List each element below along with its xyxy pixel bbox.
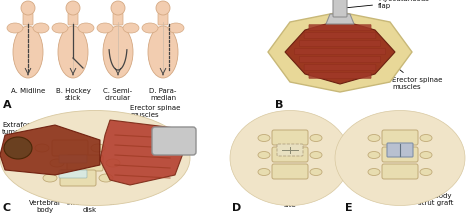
Ellipse shape bbox=[368, 135, 380, 141]
Ellipse shape bbox=[123, 23, 139, 33]
Polygon shape bbox=[268, 12, 412, 92]
Ellipse shape bbox=[142, 23, 158, 33]
Ellipse shape bbox=[310, 168, 322, 175]
Ellipse shape bbox=[4, 137, 32, 159]
Ellipse shape bbox=[230, 110, 350, 205]
Ellipse shape bbox=[111, 1, 125, 15]
Ellipse shape bbox=[97, 23, 113, 33]
Ellipse shape bbox=[106, 159, 120, 167]
Ellipse shape bbox=[258, 135, 270, 141]
Text: Erector spinae
muscles: Erector spinae muscles bbox=[392, 64, 442, 90]
FancyBboxPatch shape bbox=[272, 147, 308, 162]
Ellipse shape bbox=[13, 26, 43, 78]
Text: B. Hockey
stick: B. Hockey stick bbox=[55, 88, 91, 101]
Polygon shape bbox=[0, 125, 100, 175]
Ellipse shape bbox=[43, 174, 57, 182]
Text: Intervertebral
disk: Intervertebral disk bbox=[66, 168, 114, 213]
FancyBboxPatch shape bbox=[60, 170, 96, 186]
Ellipse shape bbox=[420, 135, 432, 141]
Ellipse shape bbox=[156, 1, 170, 15]
FancyBboxPatch shape bbox=[299, 56, 381, 62]
Ellipse shape bbox=[52, 23, 68, 33]
Text: Vertebral
body: Vertebral body bbox=[29, 175, 68, 213]
Ellipse shape bbox=[91, 144, 105, 152]
Polygon shape bbox=[326, 14, 354, 24]
FancyBboxPatch shape bbox=[68, 13, 78, 25]
Ellipse shape bbox=[50, 159, 64, 167]
Text: E: E bbox=[345, 203, 353, 213]
FancyBboxPatch shape bbox=[52, 140, 88, 156]
Ellipse shape bbox=[99, 174, 113, 182]
FancyBboxPatch shape bbox=[382, 147, 418, 162]
Text: Extraforaminal
tumor: Extraforaminal tumor bbox=[2, 122, 54, 144]
Ellipse shape bbox=[310, 135, 322, 141]
FancyBboxPatch shape bbox=[67, 155, 103, 171]
Text: C: C bbox=[3, 203, 11, 213]
Ellipse shape bbox=[7, 23, 23, 33]
Ellipse shape bbox=[168, 23, 184, 33]
FancyBboxPatch shape bbox=[382, 130, 418, 145]
FancyBboxPatch shape bbox=[333, 0, 347, 17]
Ellipse shape bbox=[0, 110, 190, 205]
Text: D. Para-
median: D. Para- median bbox=[149, 88, 177, 101]
FancyBboxPatch shape bbox=[309, 24, 371, 31]
Ellipse shape bbox=[420, 152, 432, 159]
FancyBboxPatch shape bbox=[59, 155, 87, 163]
Ellipse shape bbox=[78, 23, 94, 33]
Ellipse shape bbox=[258, 168, 270, 175]
FancyBboxPatch shape bbox=[277, 144, 303, 156]
FancyBboxPatch shape bbox=[152, 127, 196, 155]
FancyBboxPatch shape bbox=[272, 130, 308, 145]
Text: B: B bbox=[275, 100, 283, 110]
Ellipse shape bbox=[35, 144, 49, 152]
FancyBboxPatch shape bbox=[59, 170, 87, 178]
FancyBboxPatch shape bbox=[158, 13, 168, 25]
FancyBboxPatch shape bbox=[294, 49, 385, 55]
Ellipse shape bbox=[368, 152, 380, 159]
Text: Myocutaneous
flap: Myocutaneous flap bbox=[347, 0, 429, 9]
Text: A: A bbox=[3, 100, 12, 110]
FancyBboxPatch shape bbox=[272, 164, 308, 179]
Ellipse shape bbox=[335, 110, 465, 205]
FancyBboxPatch shape bbox=[304, 64, 376, 70]
Text: D: D bbox=[232, 203, 241, 213]
FancyBboxPatch shape bbox=[387, 143, 413, 157]
Ellipse shape bbox=[420, 168, 432, 175]
Ellipse shape bbox=[258, 152, 270, 159]
FancyBboxPatch shape bbox=[23, 13, 33, 25]
Text: Erector spinae
muscles: Erector spinae muscles bbox=[130, 105, 181, 132]
Ellipse shape bbox=[21, 1, 35, 15]
Polygon shape bbox=[285, 20, 395, 84]
Text: A. Midline: A. Midline bbox=[11, 88, 45, 94]
FancyBboxPatch shape bbox=[304, 33, 376, 39]
FancyBboxPatch shape bbox=[309, 73, 371, 79]
Ellipse shape bbox=[58, 26, 88, 78]
Ellipse shape bbox=[33, 23, 49, 33]
FancyBboxPatch shape bbox=[299, 40, 381, 46]
Ellipse shape bbox=[368, 168, 380, 175]
Text: C. Semi-
circular: C. Semi- circular bbox=[103, 88, 133, 101]
Polygon shape bbox=[100, 120, 185, 185]
Text: Corpectomy
site: Corpectomy site bbox=[269, 156, 311, 208]
FancyBboxPatch shape bbox=[113, 13, 123, 25]
Ellipse shape bbox=[66, 1, 80, 15]
Text: Interbody
strut graft: Interbody strut graft bbox=[407, 153, 453, 206]
Ellipse shape bbox=[103, 26, 133, 78]
Ellipse shape bbox=[148, 26, 178, 78]
Ellipse shape bbox=[310, 152, 322, 159]
FancyBboxPatch shape bbox=[382, 164, 418, 179]
